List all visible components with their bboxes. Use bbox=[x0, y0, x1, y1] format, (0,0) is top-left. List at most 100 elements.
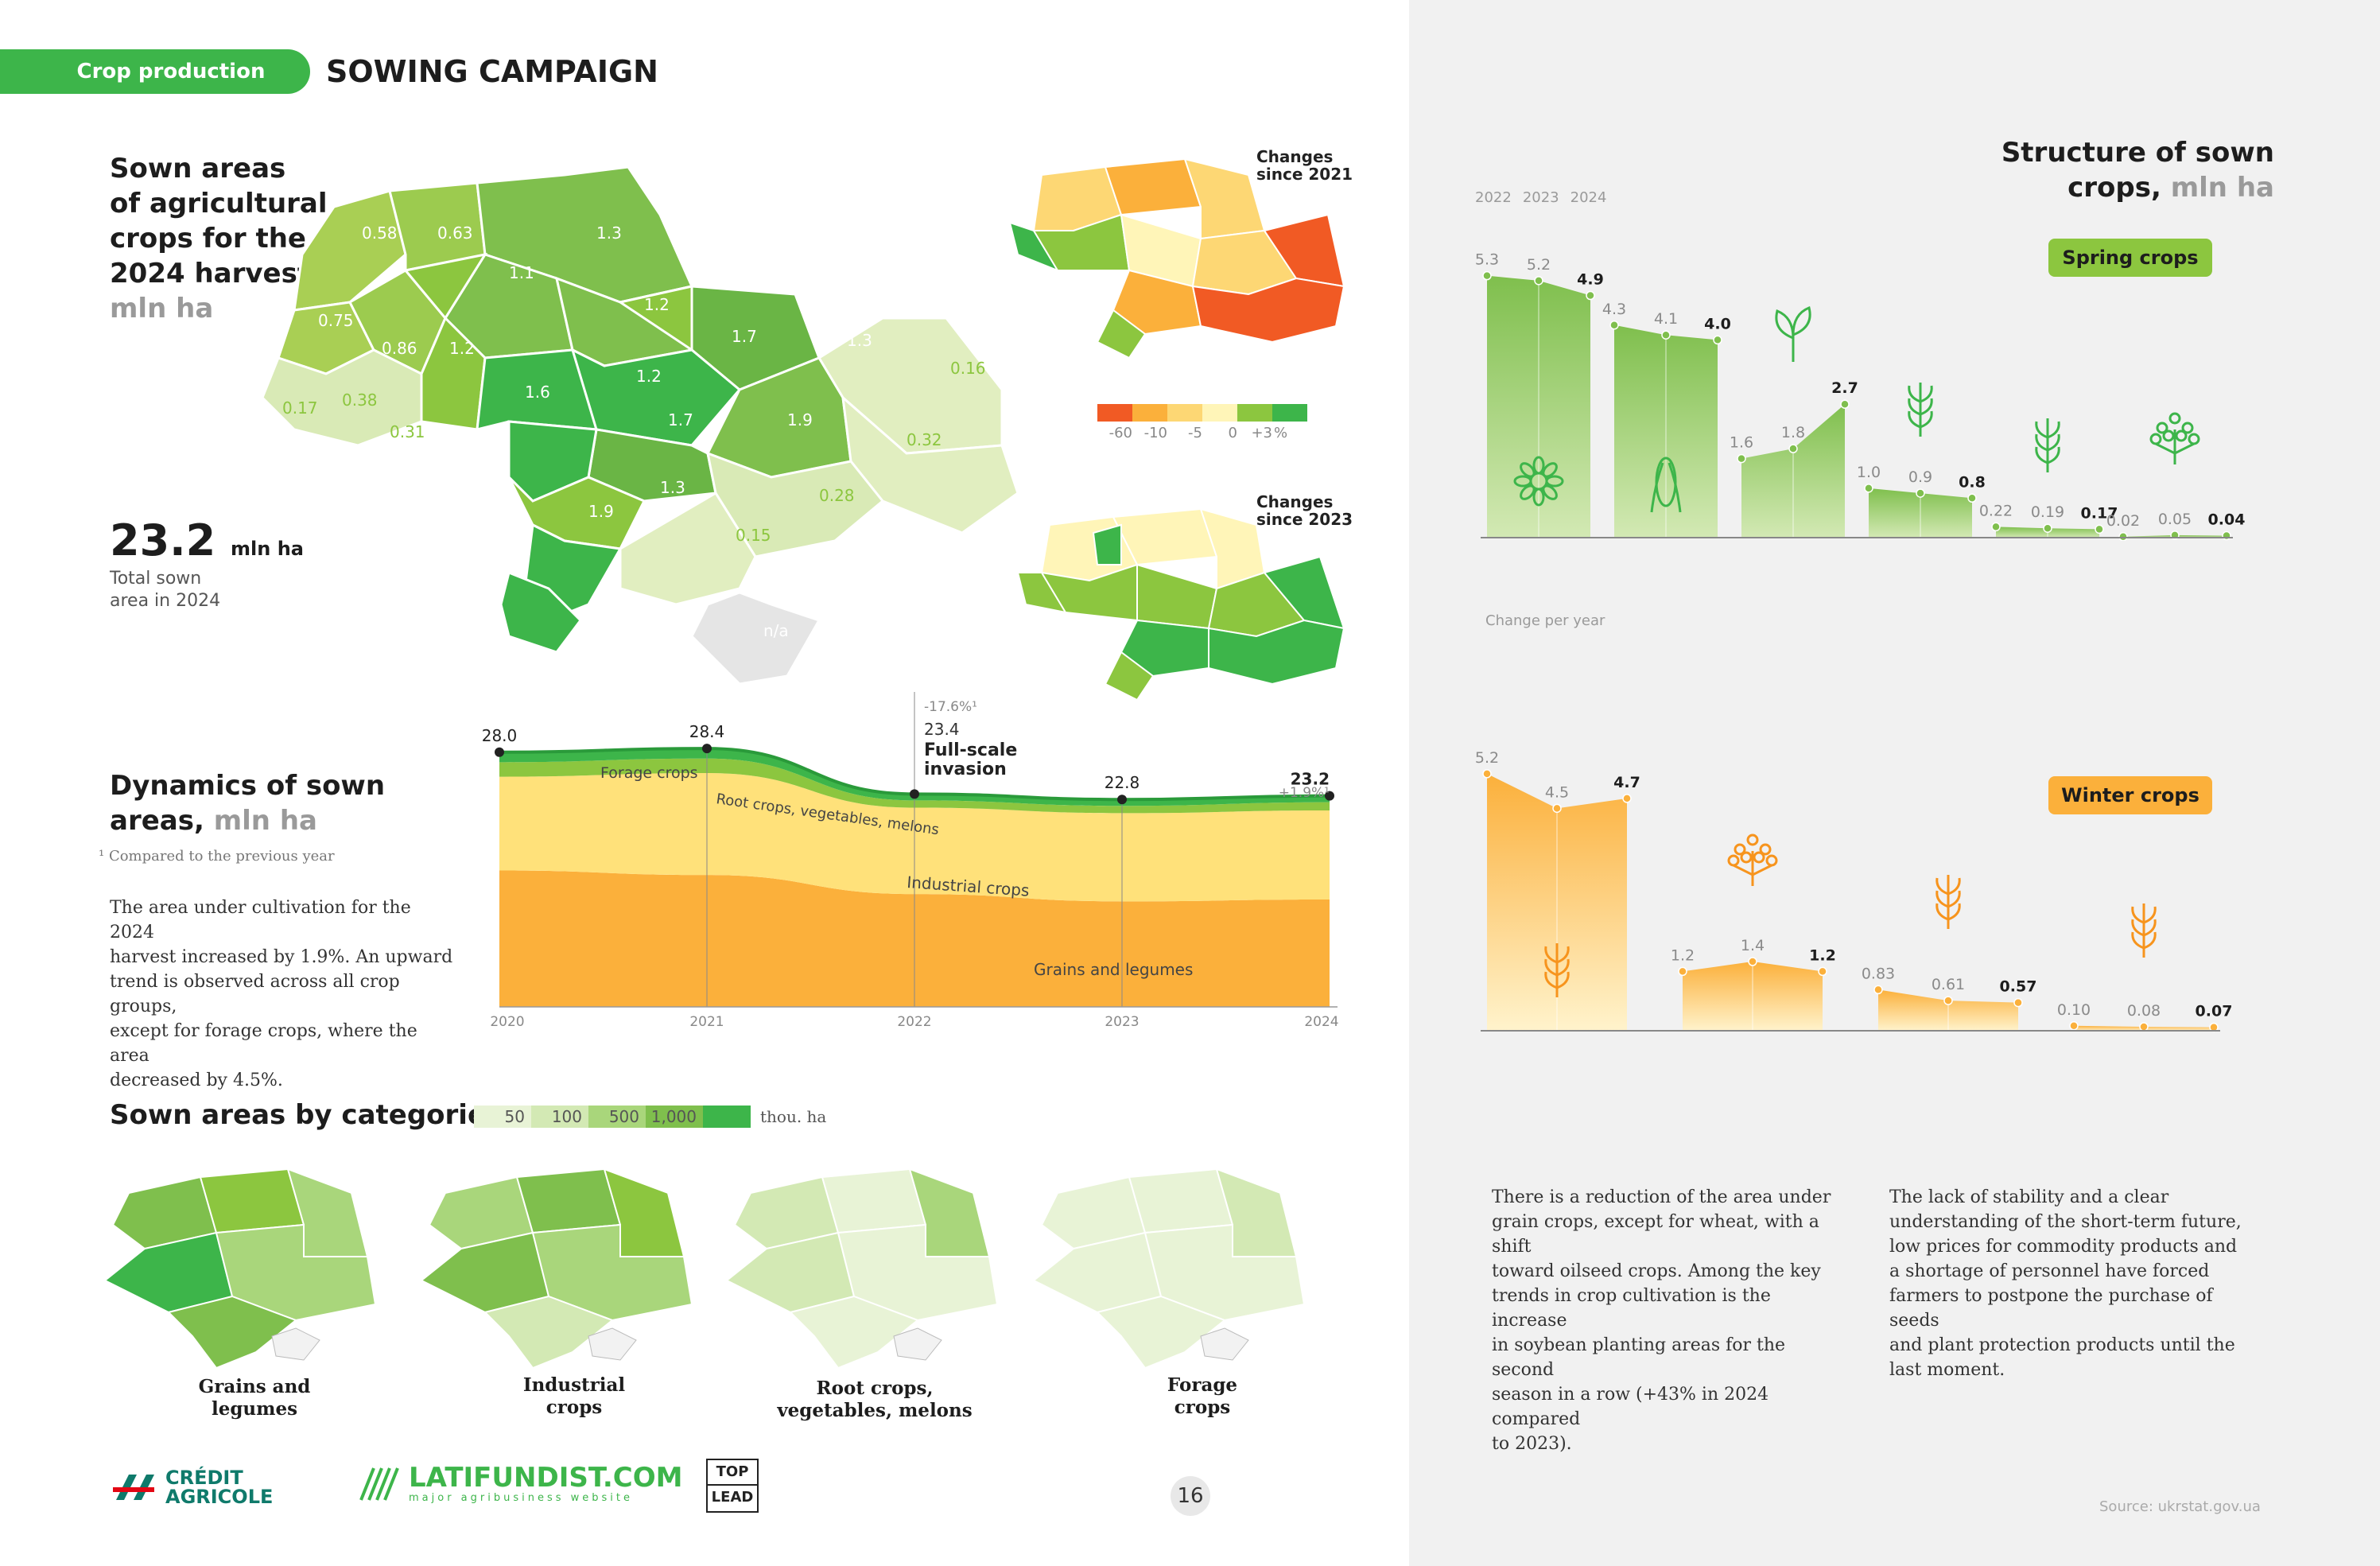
year-legend: 2022 2023 2024 bbox=[1475, 189, 1606, 206]
latifundist-text: LATIFUNDIST.COM major agribusiness websi… bbox=[409, 1463, 682, 1504]
grain bbox=[1920, 385, 1933, 403]
map-value: n/a bbox=[763, 621, 789, 640]
data-point bbox=[1818, 966, 1827, 977]
bud bbox=[2181, 422, 2194, 434]
grain bbox=[1556, 946, 1570, 964]
grain bbox=[2047, 433, 2060, 452]
map-region bbox=[1136, 563, 1218, 630]
map-region bbox=[619, 491, 757, 606]
total-caption: Total sown area in 2024 bbox=[110, 568, 220, 612]
spring-crops-chart: 5.35.24.9Sunflower-6.3%4.34.14.0Corn-2.1… bbox=[1475, 251, 2245, 541]
annotation-value: 23.4 bbox=[924, 720, 960, 739]
category-label: Industrial crops bbox=[495, 1374, 654, 1419]
winter-crops-chart: 5.24.54.7Wheat+4.8%1.21.41.2Rapeseed-12.… bbox=[1475, 749, 2232, 1032]
value-label: 4.3 bbox=[1602, 301, 1626, 318]
right-panel bbox=[1409, 0, 2380, 1566]
grain bbox=[1920, 398, 1933, 416]
grain bbox=[2035, 446, 2048, 464]
value-label: 0.9 bbox=[1908, 468, 1932, 486]
total-caption-line: area in 2024 bbox=[110, 591, 221, 611]
data-point bbox=[1482, 769, 1492, 779]
legend-swatch: 1,000 bbox=[646, 1106, 703, 1128]
change-map-2023 bbox=[1018, 507, 1345, 700]
main-map-title-line: 2024 harvest, bbox=[110, 258, 321, 289]
scale-swatch bbox=[1272, 404, 1307, 422]
spring-crops-tag: Spring crops bbox=[2048, 239, 2212, 277]
map-region bbox=[167, 1295, 297, 1368]
crimea-region bbox=[588, 1327, 637, 1361]
bud bbox=[1765, 854, 1778, 867]
change-scale: -60 -10 -5 0 +3 % bbox=[1097, 404, 1307, 441]
value-label: 1.6 bbox=[1730, 434, 1753, 452]
paragraph-line: a shortage of personnel have forced bbox=[1889, 1261, 2210, 1281]
map-value: 1.7 bbox=[732, 327, 757, 346]
value-label: 0.17 bbox=[2081, 504, 2118, 522]
category-label-line: legumes bbox=[211, 1398, 298, 1420]
value-label: 0.22 bbox=[1979, 502, 2013, 519]
legend-swatch bbox=[703, 1106, 751, 1128]
main-map-unit: mln ha bbox=[110, 293, 214, 324]
value-label: 0.08 bbox=[2127, 1002, 2161, 1020]
logo-subtext: major agribusiness website bbox=[409, 1492, 634, 1504]
grain bbox=[1947, 903, 1961, 921]
scale-label: 0 bbox=[1228, 425, 1237, 441]
total-point bbox=[495, 747, 504, 757]
category-map bbox=[420, 1168, 693, 1368]
map-value: 0.28 bbox=[819, 486, 855, 505]
category-label: Grains and legumes bbox=[175, 1376, 334, 1420]
data-point bbox=[1534, 276, 1543, 286]
grain bbox=[1935, 877, 1949, 896]
annotation-label: invasion bbox=[924, 760, 1007, 779]
changes-2021-label: Changes since 2021 bbox=[1256, 148, 1353, 183]
grain bbox=[1935, 903, 1949, 921]
leaf bbox=[1775, 309, 1795, 340]
page-number: 16 bbox=[1171, 1476, 1210, 1516]
map-region bbox=[1112, 269, 1202, 336]
map-value: 1.3 bbox=[847, 331, 872, 350]
paragraph-line: toward oilseed crops. Among the key bbox=[1492, 1261, 1821, 1281]
total-label: 22.8 bbox=[1105, 773, 1140, 792]
map-value: 1.1 bbox=[755, 255, 781, 274]
map-value: 0.15 bbox=[736, 526, 771, 545]
total-point bbox=[910, 789, 919, 799]
scale-label: -60 bbox=[1108, 425, 1132, 441]
wheat-icon bbox=[1935, 875, 1961, 929]
credit-agricole-text: CRÉDIT AGRICOLE bbox=[165, 1468, 273, 1506]
category-label-line: crops bbox=[1174, 1397, 1231, 1418]
annotation-pct: +1.9%¹ bbox=[1279, 785, 1330, 801]
section-pill: Crop production bbox=[0, 49, 310, 94]
section-label: Crop production bbox=[76, 60, 266, 84]
flower-center bbox=[1529, 472, 1548, 491]
dynamics-unit: mln ha bbox=[213, 805, 317, 837]
paragraph-line: last moment. bbox=[1889, 1360, 2005, 1380]
x-tick-label: 2022 bbox=[897, 1014, 931, 1030]
data-point bbox=[1661, 330, 1671, 340]
data-point bbox=[2069, 1021, 2079, 1031]
map-region bbox=[1104, 651, 1155, 700]
total-label: 23.2 bbox=[1291, 770, 1330, 789]
grain bbox=[2143, 931, 2157, 950]
paragraph-line: farmers to postpone the purchase of seed… bbox=[1889, 1286, 2213, 1331]
dynamics-title-line: areas, bbox=[110, 805, 204, 837]
branch bbox=[1733, 864, 1772, 876]
map-region bbox=[1128, 1168, 1234, 1234]
grain bbox=[1908, 385, 1921, 403]
legend-unit: thou. ha bbox=[760, 1107, 827, 1126]
bud bbox=[1746, 834, 1759, 846]
value-label: 0.83 bbox=[1862, 965, 1895, 982]
page-title: SOWING CAMPAIGN bbox=[326, 54, 658, 89]
category-label-line: Grains and bbox=[198, 1376, 311, 1397]
paragraph-line: in soybean planting areas for the second bbox=[1492, 1335, 1786, 1380]
bud bbox=[1759, 843, 1772, 856]
data-point bbox=[2095, 524, 2104, 534]
grain bbox=[2143, 919, 2157, 937]
map-region bbox=[499, 570, 582, 654]
map-value: 1.9 bbox=[787, 410, 813, 429]
data-point bbox=[1788, 444, 1798, 453]
data-point bbox=[1748, 957, 1757, 966]
data-point bbox=[1967, 493, 1977, 503]
grain bbox=[1920, 410, 1933, 429]
scale-swatch bbox=[1097, 404, 1132, 422]
total-point bbox=[702, 744, 712, 754]
data-point bbox=[1609, 321, 1619, 330]
